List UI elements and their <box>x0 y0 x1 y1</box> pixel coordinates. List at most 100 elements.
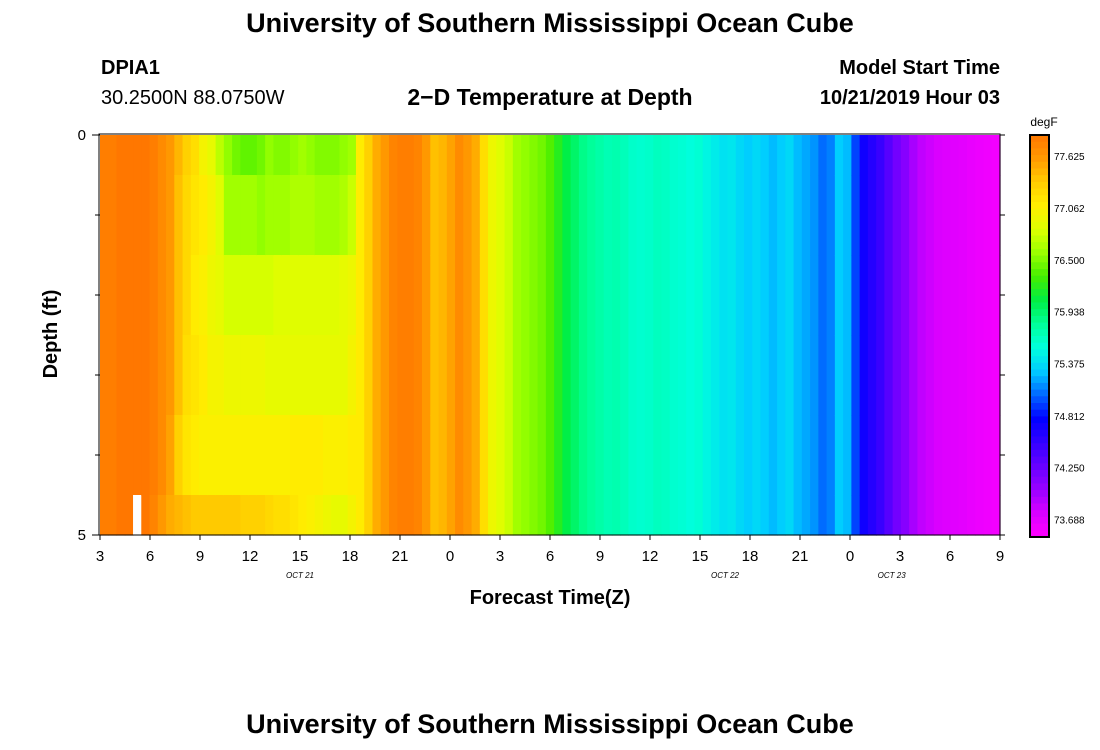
heatmap-cell <box>677 415 687 496</box>
heatmap-cell <box>166 495 175 536</box>
heatmap-cell <box>471 175 481 256</box>
heatmap-cell <box>851 255 861 336</box>
heatmap-cell <box>925 175 935 256</box>
heatmap-cell <box>529 335 539 416</box>
heatmap-cell <box>777 495 786 536</box>
heatmap-cell <box>801 335 811 416</box>
heatmap-cell <box>752 255 762 336</box>
heatmap-cell <box>760 255 770 336</box>
heatmap-cell <box>810 135 819 176</box>
heatmap-cell <box>438 415 448 496</box>
date-label: OCT 21 <box>286 571 314 580</box>
x-axis-title: Forecast Time(Z) <box>470 587 631 609</box>
heatmap-cell <box>669 415 679 496</box>
heatmap-cell <box>446 415 456 496</box>
heatmap-cell <box>174 255 184 336</box>
heatmap-cell <box>636 135 646 176</box>
heatmap-cell <box>339 335 349 416</box>
heatmap-cell <box>100 415 109 496</box>
heatmap-cell <box>232 415 241 496</box>
heatmap-cell <box>100 335 109 416</box>
heatmap-cell <box>843 335 852 416</box>
heatmap-cell <box>686 175 696 256</box>
colorbar-swatch <box>1030 523 1049 531</box>
heatmap-cell <box>735 175 745 256</box>
heatmap-cell <box>446 335 456 416</box>
heatmap-cell <box>397 495 407 536</box>
heatmap-cell <box>529 415 539 496</box>
heatmap-cell <box>983 335 993 416</box>
heatmap-cell <box>562 415 572 496</box>
heatmap-cell <box>281 255 291 336</box>
heatmap-cell <box>694 335 704 416</box>
heatmap-cell <box>826 495 836 536</box>
heatmap-cell <box>587 335 597 416</box>
heatmap-cell <box>108 135 118 176</box>
colorbar-swatch <box>1030 242 1049 250</box>
y-tick-label: 0 <box>78 127 86 144</box>
heatmap-cell <box>620 335 630 416</box>
heatmap-cell <box>554 135 563 176</box>
heatmap-cell <box>867 335 877 416</box>
heatmap-cell <box>694 255 704 336</box>
heatmap-cell <box>199 335 208 416</box>
heatmap-cell <box>595 255 605 336</box>
heatmap-cell <box>364 255 374 336</box>
heatmap-cell <box>727 335 737 416</box>
heatmap-cell <box>777 415 786 496</box>
heatmap-cell <box>339 175 349 256</box>
heatmap-cell <box>859 135 869 176</box>
heatmap-cell <box>719 415 729 496</box>
x-axis: 3 6 9 12 15 18 21 0 3 6 9 12 15 18 21 0 3 6 9 OCT 21 OCT 22 O… <box>96 535 1004 580</box>
heatmap-cell <box>190 255 200 336</box>
heatmap-cell <box>355 135 365 176</box>
heatmap-cell <box>933 135 943 176</box>
heatmap-cell <box>422 335 431 416</box>
heatmap-cell <box>471 255 481 336</box>
heatmap-cell <box>388 255 398 336</box>
heatmap-cell <box>199 415 208 496</box>
heatmap-cell <box>653 175 663 256</box>
heatmap-cell <box>801 135 811 176</box>
heatmap-cell <box>958 135 968 176</box>
heatmap-cell <box>133 255 142 336</box>
heatmap-cell <box>942 415 952 496</box>
heatmap-cell <box>810 255 819 336</box>
heatmap-cell <box>892 175 902 256</box>
heatmap-cell <box>380 335 390 416</box>
heatmap-cell <box>884 255 894 336</box>
colorbar-swatch <box>1030 135 1049 143</box>
heatmap-cell <box>851 335 861 416</box>
heatmap-cell <box>686 415 696 496</box>
heatmap-cell <box>950 495 960 536</box>
heatmap-cell <box>108 255 118 336</box>
heatmap-cell <box>422 415 431 496</box>
heatmap-cell <box>240 255 250 336</box>
heatmap-cell <box>909 415 919 496</box>
x-tick-label: 15 <box>692 548 709 565</box>
heatmap-cell <box>240 175 250 256</box>
heatmap-cell <box>190 335 200 416</box>
heatmap-cell <box>727 415 737 496</box>
heatmap-cell <box>397 175 407 256</box>
heatmap-cell <box>512 415 522 496</box>
heatmap-cell <box>405 255 415 336</box>
model-start-label: Model Start Time <box>839 57 1000 79</box>
colorbar-swatch <box>1030 195 1049 203</box>
colorbar-swatch <box>1030 148 1049 156</box>
heatmap-cell <box>810 415 819 496</box>
heatmap-cell <box>719 495 729 536</box>
heatmap-cell <box>628 175 638 256</box>
heatmap-cell <box>199 175 208 256</box>
heatmap-cell <box>488 175 497 256</box>
heatmap-cell <box>504 335 514 416</box>
heatmap-cell <box>331 135 341 176</box>
heatmap-cell <box>372 495 382 536</box>
heatmap-cell <box>727 135 737 176</box>
heatmap-cell <box>711 335 720 416</box>
heatmap-cell <box>124 415 134 496</box>
colorbar-swatch <box>1030 369 1049 377</box>
heatmap-cell <box>768 495 778 536</box>
x-tick-label: 21 <box>392 548 409 565</box>
heatmap-cell <box>124 335 134 416</box>
